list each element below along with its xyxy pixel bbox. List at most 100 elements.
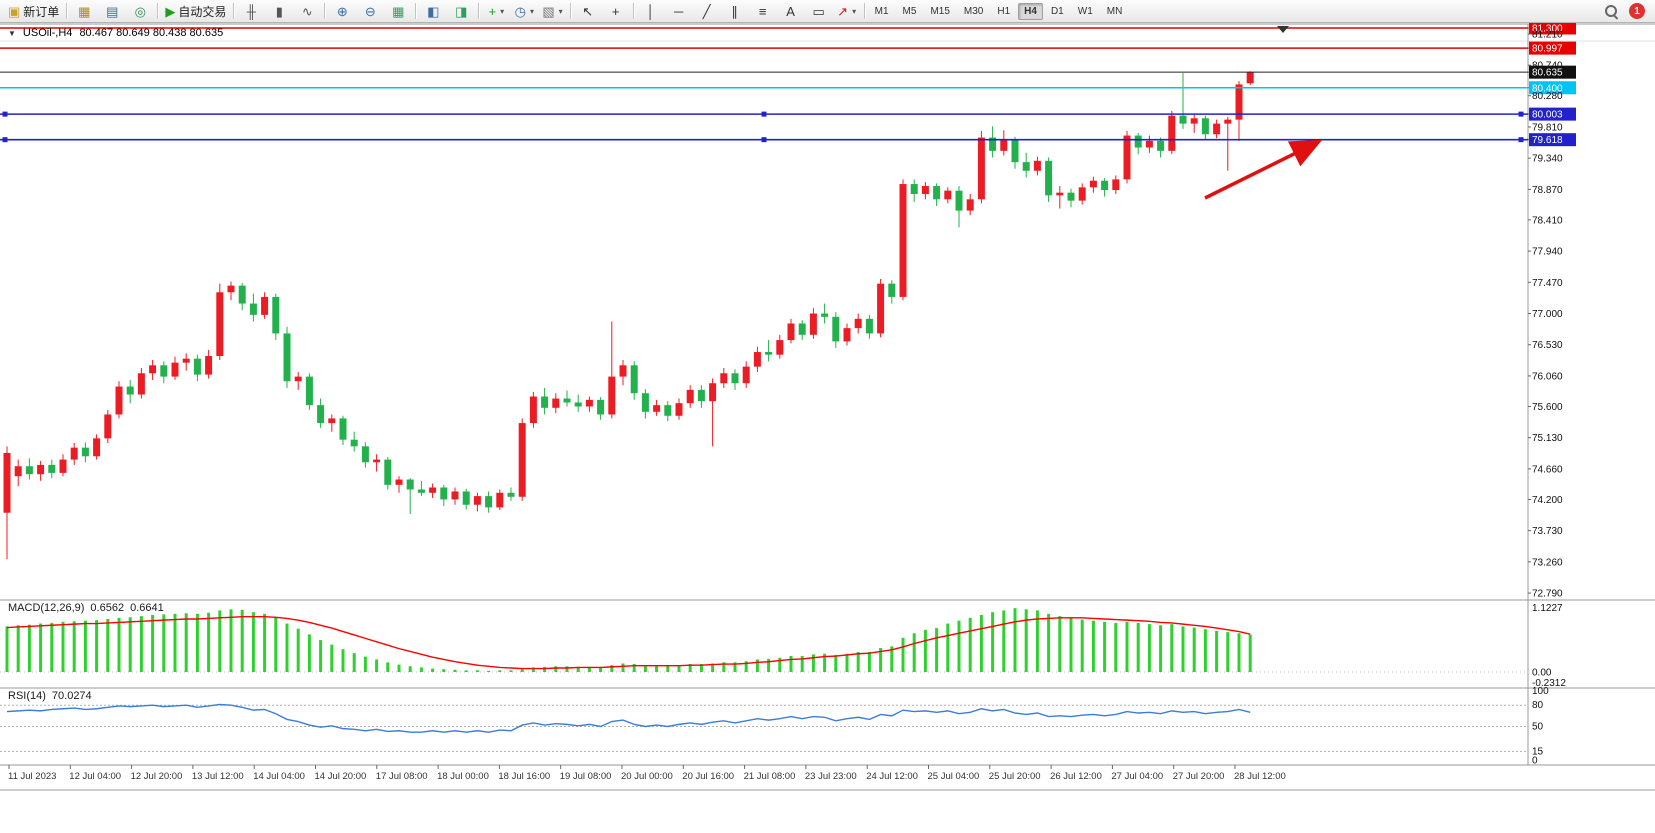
price-axis[interactable]: 81.30081.21080.99780.74080.63580.40080.2…	[1528, 21, 1576, 767]
candle	[731, 373, 739, 384]
price-tick-label: 74.200	[1532, 495, 1563, 506]
candle	[977, 137, 985, 200]
fibonacci-button[interactable]: ≡	[749, 1, 777, 22]
candle	[406, 479, 414, 490]
price-tick-label: 79.810	[1532, 122, 1563, 133]
zoom-out-button[interactable]: ⊖	[356, 1, 384, 22]
candle	[361, 446, 369, 463]
channel-button[interactable]: ∥	[721, 1, 749, 22]
candle	[955, 190, 963, 211]
add-indicator-button[interactable]: + ▾	[482, 1, 510, 22]
bar-chart-button[interactable]: ╫	[237, 1, 265, 22]
candle	[798, 323, 806, 335]
horizontal-line-objects[interactable]	[0, 27, 1528, 143]
shapes-button[interactable]: ↗ ▾	[833, 1, 861, 22]
cursor-button[interactable]: ↖	[574, 1, 602, 22]
candle	[552, 398, 560, 408]
candle	[809, 313, 817, 335]
candle	[1000, 139, 1008, 151]
timeframe-d1-button[interactable]: D1	[1050, 5, 1064, 17]
timeframe-m1-button[interactable]: M1	[874, 5, 889, 17]
time-axis[interactable]: 11 Jul 2023 12 Jul 04:00 12 Jul 20:00 13 Ju…	[8, 765, 1286, 782]
template-button[interactable]: ▧ ▾	[538, 1, 566, 22]
text-label-button[interactable]: ▭	[805, 1, 833, 22]
candle	[485, 496, 493, 508]
candle	[160, 365, 168, 377]
candle	[921, 186, 929, 194]
grid-button[interactable]: ▦	[384, 1, 412, 22]
time-tick-label: 17 Jul 08:00	[376, 771, 428, 782]
line-chart-button[interactable]: ∿	[293, 1, 321, 22]
template-icon-dropdown[interactable]: ▾	[558, 6, 563, 16]
period-clock-button[interactable]: ◷ ▾	[510, 1, 538, 22]
time-tick-label: 13 Jul 12:00	[192, 771, 244, 782]
trend-arrow-annotation[interactable]	[1204, 139, 1323, 200]
candle	[865, 318, 873, 334]
candle	[686, 389, 694, 404]
market-watch-button[interactable]: ▦	[70, 1, 98, 22]
candlestick-chart-button[interactable]: ▮	[265, 1, 293, 22]
new-order-button[interactable]: ▣ 新订单	[4, 1, 63, 22]
timeframe-w1-button[interactable]: W1	[1077, 5, 1093, 17]
candle	[373, 459, 381, 463]
price-tick-label: 81.300	[1532, 24, 1563, 35]
shapes-icon: ↗	[837, 3, 849, 19]
timeframe-m15-button[interactable]: M15	[930, 5, 950, 17]
timeframe-h4-button[interactable]: H4	[1018, 2, 1043, 20]
annotations[interactable]	[1204, 26, 1323, 200]
candle	[641, 393, 649, 412]
chart-shift-marker[interactable]	[1277, 26, 1289, 33]
horizontal-line-button[interactable]: ─	[665, 1, 693, 22]
data-window-button[interactable]: ▤	[98, 1, 126, 22]
line-handle[interactable]	[761, 111, 767, 117]
candle	[205, 356, 213, 375]
period-clock-icon-dropdown[interactable]: ▾	[529, 6, 534, 16]
timeframe-strip: M1 M5 M15 M30 H1 H4 D1 W1 MN	[868, 0, 1130, 22]
auto-trading-button[interactable]: ▶ 自动交易	[161, 1, 230, 22]
candle	[384, 459, 392, 485]
timeframe-h1-button[interactable]: H1	[997, 5, 1011, 17]
line-handle[interactable]	[2, 137, 8, 143]
price-tick-label: 77.000	[1532, 309, 1563, 320]
candle	[630, 365, 638, 394]
candle	[48, 464, 56, 473]
candle	[182, 358, 190, 363]
text-icon: A	[786, 3, 795, 19]
candle	[1033, 160, 1041, 171]
line-handle[interactable]	[2, 111, 8, 117]
toolbar-separator	[415, 3, 417, 19]
chart-title-ohlc: 80.467 80.649 80.438 80.635	[79, 27, 224, 39]
shapes-icon-dropdown[interactable]: ▾	[852, 6, 857, 16]
candle	[597, 399, 605, 415]
add-indicator-icon-dropdown[interactable]: ▾	[500, 6, 505, 16]
crosshair-icon: +	[611, 3, 620, 19]
line-handle[interactable]	[1518, 111, 1524, 117]
timeframe-m5-button[interactable]: M5	[902, 5, 917, 17]
timeframe-mn-button[interactable]: MN	[1106, 5, 1123, 17]
cascade-windows-button[interactable]: ◨	[447, 1, 475, 22]
tile-windows-button[interactable]: ◧	[419, 1, 447, 22]
vertical-line-button[interactable]: │	[637, 1, 665, 22]
zoom-in-button[interactable]: ⊕	[328, 1, 356, 22]
text-button[interactable]: A	[777, 1, 805, 22]
candle	[1224, 119, 1232, 124]
candle	[933, 186, 941, 200]
crosshair-button[interactable]: +	[602, 1, 630, 22]
candle	[910, 184, 918, 194]
line-handle[interactable]	[1518, 137, 1524, 143]
candle	[93, 438, 101, 457]
search-icon[interactable]	[1604, 4, 1619, 19]
new-order-icon: ▣	[8, 3, 21, 19]
new-order-button-label: 新订单	[23, 4, 60, 19]
line-handle[interactable]	[761, 137, 767, 143]
symbol-dropdown-icon[interactable]: ▼	[8, 28, 16, 38]
timeframe-m30-button[interactable]: M30	[963, 5, 984, 17]
notification-badge[interactable]: 1	[1629, 3, 1645, 19]
candle	[328, 418, 336, 424]
candle	[1168, 115, 1176, 151]
trendline-button[interactable]: ╱	[693, 1, 721, 22]
candle	[1045, 160, 1053, 196]
time-tick-label: 25 Jul 20:00	[989, 771, 1041, 782]
navigator-button[interactable]: ◎	[126, 1, 154, 22]
